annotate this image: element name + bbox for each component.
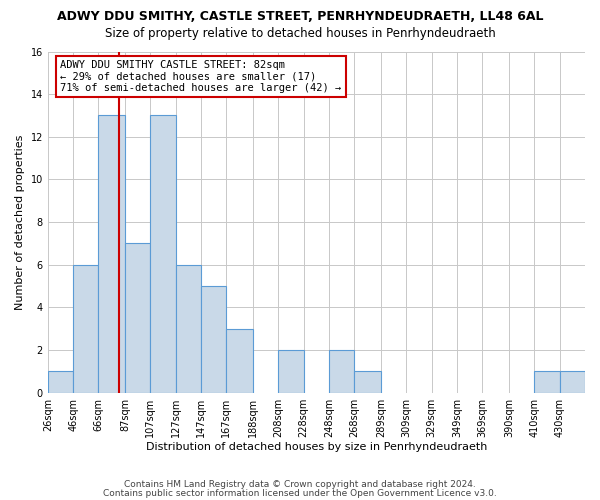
Bar	[560, 372, 585, 392]
Text: ADWY DDU SMITHY CASTLE STREET: 82sqm
← 29% of detached houses are smaller (17)
7: ADWY DDU SMITHY CASTLE STREET: 82sqm ← 2…	[61, 60, 342, 93]
Bar	[535, 372, 560, 392]
Text: Contains HM Land Registry data © Crown copyright and database right 2024.: Contains HM Land Registry data © Crown c…	[124, 480, 476, 489]
Bar	[151, 116, 176, 392]
Bar	[278, 350, 304, 393]
Bar	[125, 244, 151, 392]
X-axis label: Distribution of detached houses by size in Penrhyndeudraeth: Distribution of detached houses by size …	[146, 442, 487, 452]
Bar	[73, 265, 98, 392]
Bar	[98, 116, 125, 392]
Text: Size of property relative to detached houses in Penrhyndeudraeth: Size of property relative to detached ho…	[104, 28, 496, 40]
Bar	[201, 286, 226, 393]
Bar	[176, 265, 201, 392]
Bar	[329, 350, 355, 393]
Text: Contains public sector information licensed under the Open Government Licence v3: Contains public sector information licen…	[103, 490, 497, 498]
Text: ADWY DDU SMITHY, CASTLE STREET, PENRHYNDEUDRAETH, LL48 6AL: ADWY DDU SMITHY, CASTLE STREET, PENRHYND…	[57, 10, 543, 23]
Bar	[226, 328, 253, 392]
Bar	[48, 372, 73, 392]
Bar	[355, 372, 381, 392]
Y-axis label: Number of detached properties: Number of detached properties	[15, 134, 25, 310]
